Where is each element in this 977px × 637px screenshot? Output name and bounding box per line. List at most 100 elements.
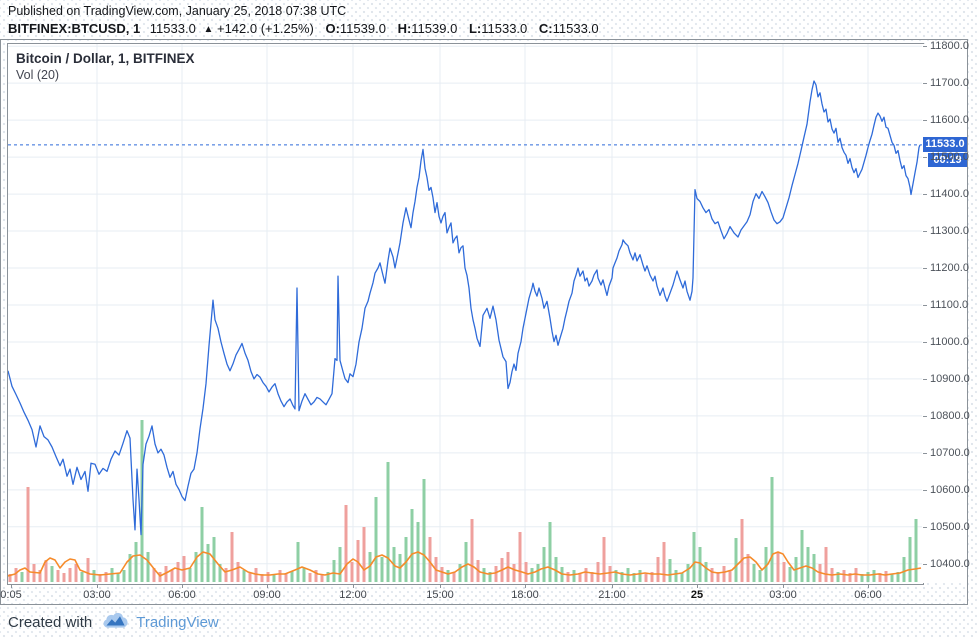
volume-bar	[674, 570, 678, 582]
volume-bar	[686, 564, 690, 582]
price-tick-mark	[923, 452, 927, 454]
volume-bar	[692, 532, 696, 582]
volume-bar	[266, 572, 270, 582]
created-with-label: Created with	[8, 613, 93, 631]
volume-bar	[110, 568, 114, 582]
volume-bar	[218, 564, 222, 582]
volume-bar	[860, 574, 864, 582]
time-tick-mark	[267, 584, 268, 588]
time-tick-label: 09:00	[253, 589, 281, 601]
time-tick-label: 25	[690, 589, 704, 601]
volume-bar	[194, 552, 198, 582]
volume-bar	[512, 564, 516, 582]
chart-legend-title[interactable]: Bitcoin / Dollar, 1, BITFINEX	[16, 51, 195, 66]
volume-bar	[206, 544, 210, 582]
price-tick-mark	[923, 341, 927, 343]
tradingview-logo-icon[interactable]	[102, 612, 129, 634]
volume-bar	[644, 574, 648, 582]
chart-legend-volume-indicator[interactable]: Vol (20)	[16, 68, 60, 82]
price-line	[8, 80, 921, 536]
volume-bar	[548, 522, 552, 582]
time-tick-mark	[97, 584, 98, 588]
volume-bar	[170, 570, 174, 582]
volume-bar	[638, 570, 642, 582]
volume-bar	[908, 537, 912, 582]
volume-bar	[404, 537, 408, 582]
price-change: +142.0 (+1.25%)	[216, 21, 314, 36]
price-axis[interactable]	[923, 44, 967, 583]
volume-bar	[572, 570, 576, 582]
volume-bar	[176, 562, 180, 582]
volume-bar	[728, 570, 732, 582]
volume-bar	[842, 570, 846, 582]
price-chart-plot[interactable]	[7, 43, 924, 585]
volume-bar	[704, 562, 708, 582]
volume-bar	[74, 564, 78, 582]
volume-bar	[128, 554, 132, 582]
volume-bar	[620, 572, 624, 582]
volume-bar	[896, 572, 900, 582]
volume-bar	[734, 538, 738, 582]
volume-bar	[230, 532, 234, 582]
volume-bar	[356, 540, 360, 582]
volume-bar	[470, 519, 474, 582]
volume-bar	[458, 564, 462, 582]
volume-bar	[680, 573, 684, 582]
price-tick-label: 11800.0	[930, 40, 969, 53]
volume-bar	[584, 568, 588, 582]
time-tick-label: 06:00	[168, 589, 196, 601]
time-tick-label: 03:00	[83, 589, 111, 601]
volume-bar	[92, 570, 96, 582]
price-tick-label: 11000.0	[930, 335, 969, 348]
volume-bar	[122, 570, 126, 582]
price-tick-label: 10600.0	[930, 483, 970, 496]
volume-bar	[836, 572, 840, 582]
footer-attribution: Created with TradingView	[8, 611, 219, 633]
price-tick-mark	[923, 268, 927, 270]
time-tick-mark	[783, 584, 784, 588]
volume-bar	[152, 568, 156, 582]
bar-countdown-badge: 00:19	[928, 153, 967, 168]
volume-bar	[770, 477, 774, 582]
time-tick-label: 12:00	[339, 589, 367, 601]
volume-bar	[248, 573, 252, 582]
volume-bar	[428, 537, 432, 582]
price-tick-label: 11300.0	[930, 225, 969, 238]
volume-bar	[188, 568, 192, 582]
volume-bar	[716, 572, 720, 582]
volume-ma-line	[8, 551, 922, 577]
time-tick-label: 15:00	[426, 589, 454, 601]
volume-bar	[446, 570, 450, 582]
price-tick-mark	[923, 120, 927, 122]
volume-bar	[104, 572, 108, 582]
volume-bar	[38, 570, 42, 582]
volume-bar	[596, 562, 600, 582]
price-tick-label: 11400.0	[930, 188, 969, 201]
tradingview-brand-link[interactable]: TradingView	[136, 613, 219, 631]
price-tick-mark	[923, 194, 927, 196]
price-tick-mark	[923, 304, 927, 306]
chart-canvas[interactable]	[8, 44, 923, 584]
price-tick-mark	[923, 157, 927, 159]
volume-bar	[710, 568, 714, 582]
volume-bar	[848, 573, 852, 582]
volume-bar	[26, 487, 30, 582]
volume-bar	[332, 560, 336, 582]
time-tick-mark	[182, 584, 183, 588]
volume-bar	[914, 519, 918, 582]
price-tick-mark	[923, 415, 927, 417]
volume-bar	[650, 572, 654, 582]
volume-bar	[20, 572, 24, 582]
volume-bar	[410, 509, 414, 582]
volume-bar	[872, 570, 876, 582]
volume-bar	[488, 572, 492, 582]
volume-bar	[854, 568, 858, 582]
volume-bar	[602, 537, 606, 582]
low-label: L:	[468, 21, 482, 36]
time-tick-mark	[353, 584, 354, 588]
low-value: 11533.0	[481, 21, 528, 36]
volume-bar	[344, 505, 348, 582]
volume-bar	[50, 566, 54, 582]
volume-bar	[542, 547, 546, 582]
last-price-badge: 11533.0	[923, 137, 967, 153]
